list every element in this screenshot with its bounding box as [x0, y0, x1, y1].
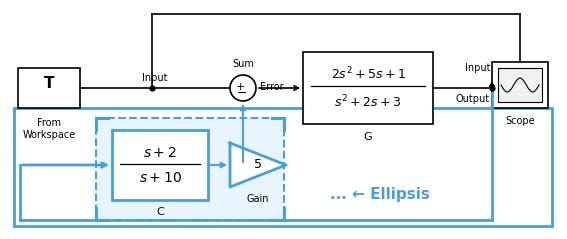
- Text: Gain: Gain: [247, 194, 269, 204]
- Bar: [303, 52, 433, 124]
- Bar: [498, 68, 542, 102]
- Text: Input: Input: [142, 73, 168, 83]
- Text: Error: Error: [260, 82, 284, 92]
- Text: Input: Input: [464, 63, 490, 73]
- Bar: [96, 118, 284, 220]
- Text: Scope: Scope: [505, 116, 535, 126]
- Text: $s+2$: $s+2$: [143, 146, 177, 160]
- Text: $2s^2+5s+1$: $2s^2+5s+1$: [331, 66, 405, 82]
- Text: From
Workspace: From Workspace: [22, 118, 75, 140]
- Bar: [18, 68, 80, 108]
- Text: Sum: Sum: [232, 59, 254, 69]
- Text: T: T: [44, 76, 54, 91]
- Text: Output: Output: [456, 94, 490, 104]
- Text: $s^2+2s+3$: $s^2+2s+3$: [335, 94, 401, 110]
- Bar: [492, 62, 548, 108]
- Bar: [14, 108, 552, 226]
- Text: $s+10$: $s+10$: [138, 171, 181, 185]
- Text: −: −: [237, 87, 247, 99]
- Polygon shape: [230, 143, 286, 187]
- Bar: [112, 130, 208, 200]
- Text: +: +: [235, 82, 245, 92]
- Text: ... ← Ellipsis: ... ← Ellipsis: [330, 186, 430, 201]
- Text: G: G: [363, 132, 373, 142]
- Text: 5: 5: [254, 158, 262, 172]
- Text: C: C: [156, 207, 164, 217]
